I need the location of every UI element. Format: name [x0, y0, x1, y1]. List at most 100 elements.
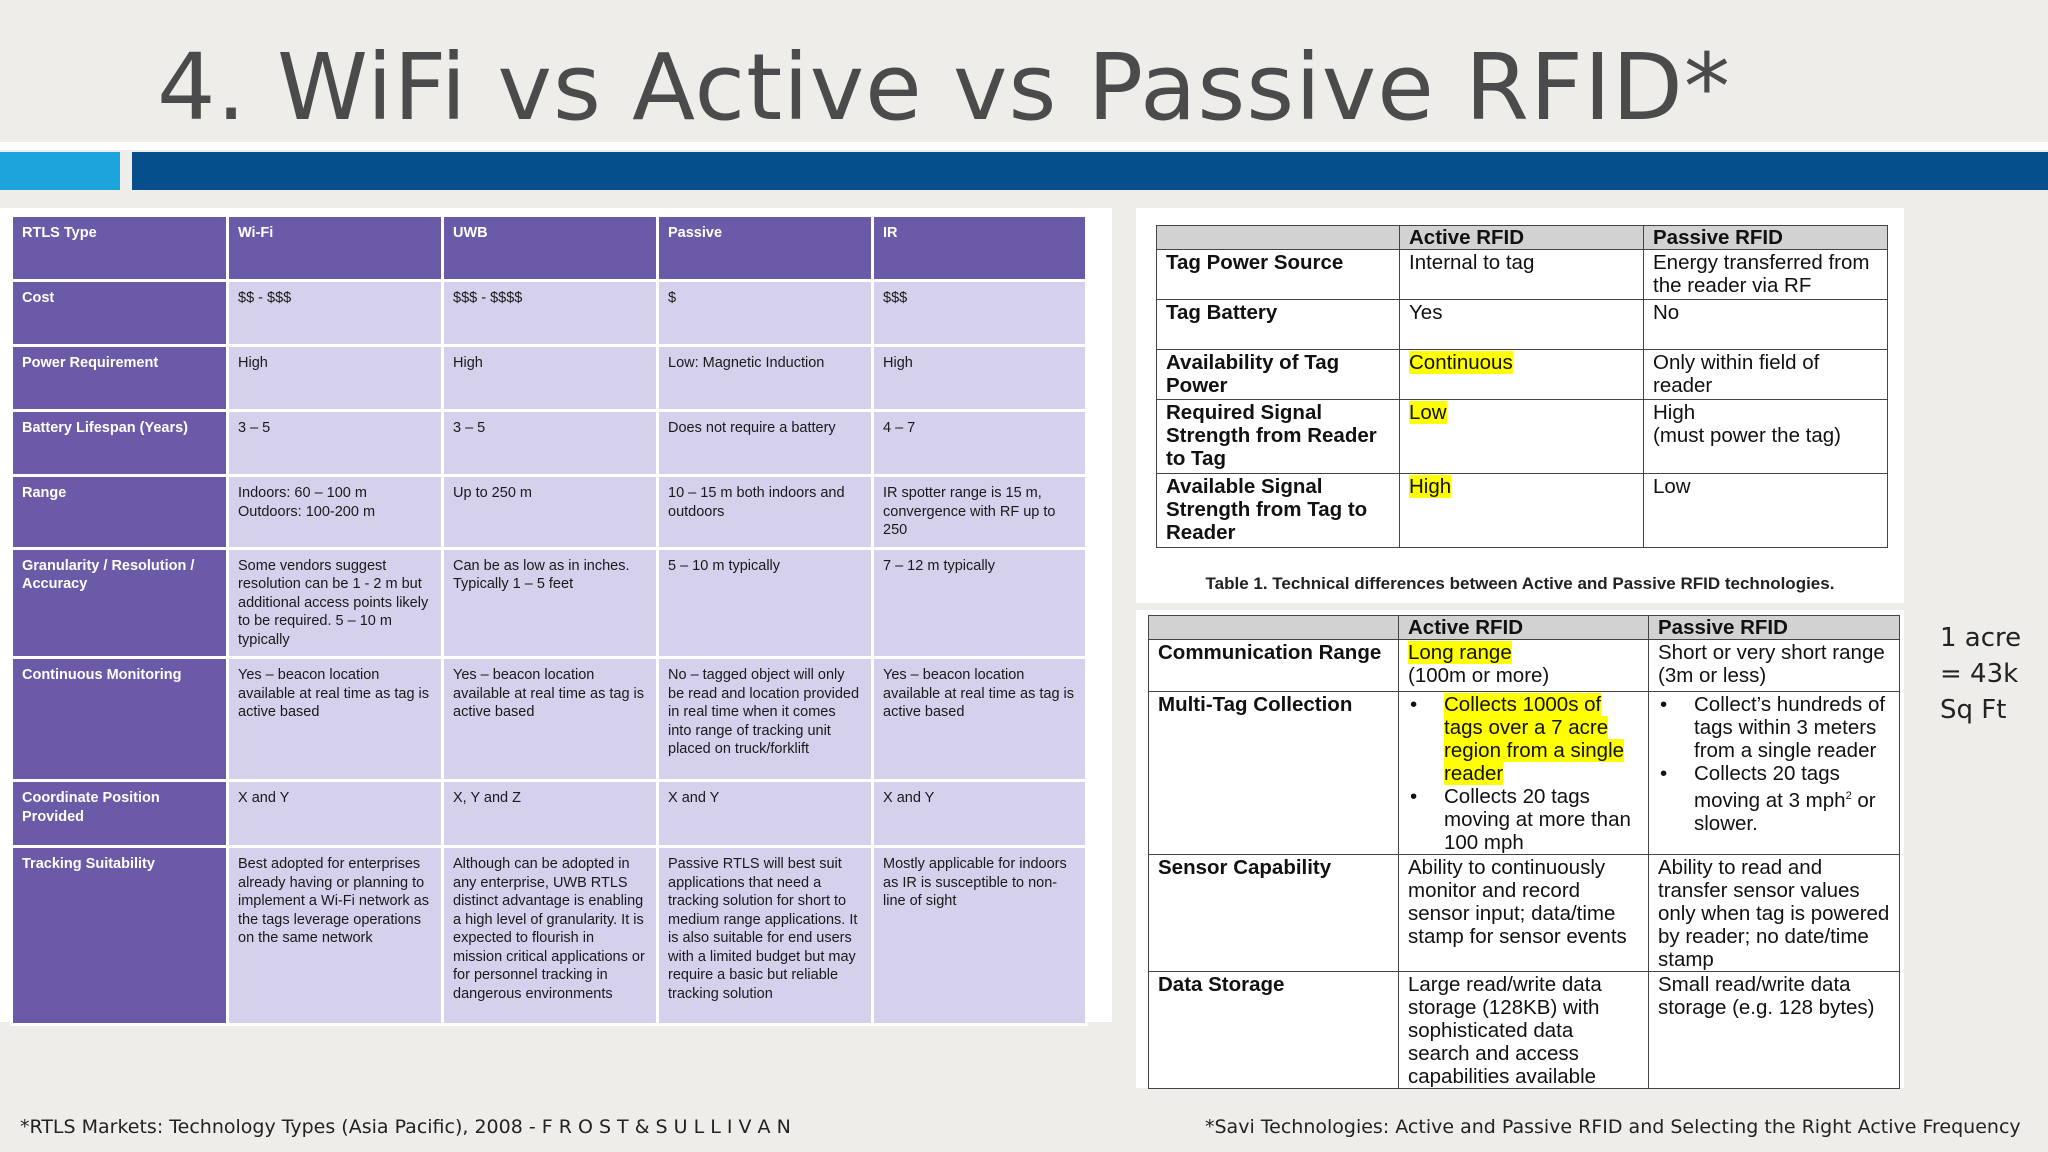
table-header-row: RTLS Type Wi-Fi UWB Passive IR [10, 214, 1088, 282]
side-note: 1 acre = 43k Sq Ft [1940, 620, 2030, 728]
table-row: Required Signal Strength from Reader to … [1156, 399, 1888, 474]
table-cell: $$ - $$$ [226, 279, 444, 347]
table-cell: 7 – 12 m typically [871, 546, 1088, 659]
table-row: Power Requirement High High Low: Magneti… [10, 344, 1088, 412]
table-cell: $$$ - $$$$ [441, 279, 659, 347]
row-label: Communication Range [1148, 639, 1399, 692]
table-row: Multi-Tag Collection Collects 1000s of t… [1148, 691, 1900, 855]
column-header: Passive RFID [1648, 615, 1900, 640]
slide-title: 4. WiFi vs Active vs Passive RFID* [157, 34, 1731, 141]
table-cell: 5 – 10 m typically [656, 546, 874, 659]
table-cell: 4 – 7 [871, 409, 1088, 477]
footnote-left: *RTLS Markets: Technology Types (Asia Pa… [20, 1116, 791, 1138]
rfid-table1-panel: Active RFID Passive RFID Tag Power Sourc… [1136, 208, 1904, 603]
table-row: Cost $$ - $$$ $$$ - $$$$ $ $$$ [10, 279, 1088, 347]
table-cell: Yes [1399, 299, 1644, 350]
rfid-table2-panel: Active RFID Passive RFID Communication R… [1136, 610, 1904, 1089]
row-label: Range [10, 474, 229, 550]
table-row: Tag Battery Yes No [1156, 299, 1888, 350]
table-header-row: Active RFID Passive RFID [1156, 225, 1888, 250]
rtls-table-panel: RTLS Type Wi-Fi UWB Passive IR Cost $$ -… [0, 208, 1112, 1026]
title-divider [0, 142, 2048, 150]
table-row: Communication Range Long range (100m or … [1148, 639, 1900, 692]
row-label: Power Requirement [10, 344, 229, 412]
table-cell: Yes – beacon location available at real … [226, 656, 444, 782]
table-cell: Does not require a battery [656, 409, 874, 477]
side-note-line: = 43k [1940, 659, 2019, 689]
table-cell: High [871, 344, 1088, 412]
table-cell: Long range (100m or more) [1398, 639, 1649, 692]
column-header: RTLS Type [10, 214, 229, 282]
table-cell: Low [1399, 399, 1644, 474]
table-row: Range Indoors: 60 – 100 m Outdoors: 100-… [10, 474, 1088, 550]
table-row: Tag Power Source Internal to tag Energy … [1156, 249, 1888, 300]
table-cell: No – tagged object will only be read and… [656, 656, 874, 782]
table-row: Sensor Capability Ability to continuousl… [1148, 854, 1900, 972]
column-header: UWB [441, 214, 659, 282]
table-cell: Ability to read and transfer sensor valu… [1648, 854, 1900, 972]
table-row: Availability of Tag Power Continuous Onl… [1156, 349, 1888, 400]
bullet-list: Collect’s hundreds of tags within 3 mete… [1658, 693, 1891, 835]
cell-text: (100m or more) [1408, 664, 1550, 687]
side-note-line: 1 acre [1940, 623, 2022, 653]
table-cell: $$$ [871, 279, 1088, 347]
row-label: Tag Power Source [1156, 249, 1400, 300]
table-row: Tracking Suitability Best adopted for en… [10, 845, 1088, 1026]
column-header: Active RFID [1398, 615, 1649, 640]
table-cell: X and Y [871, 779, 1088, 848]
table-cell: Small read/write data storage (e.g. 128 … [1648, 971, 1900, 1089]
column-header: Active RFID [1399, 225, 1644, 250]
row-label: Tracking Suitability [10, 845, 229, 1026]
table-cell: Large read/write data storage (128KB) wi… [1398, 971, 1649, 1089]
table-header-row: Active RFID Passive RFID [1148, 615, 1900, 640]
table-row: Data Storage Large read/write data stora… [1148, 971, 1900, 1089]
list-item: Collects 20 tags moving at 3 mph2 or slo… [1660, 762, 1891, 835]
rfid-power-table: Active RFID Passive RFID Tag Power Sourc… [1156, 225, 1888, 548]
footnote-right: *Savi Technologies: Active and Passive R… [1205, 1116, 2021, 1138]
table-cell: 10 – 15 m both indoors and outdoors [656, 474, 874, 550]
column-header: Passive RFID [1643, 225, 1888, 250]
table-cell: Although can be adopted in any enterpris… [441, 845, 659, 1026]
row-label: Availability of Tag Power [1156, 349, 1400, 400]
table-cell: Passive RTLS will best suit applications… [656, 845, 874, 1026]
table-row: Continuous Monitoring Yes – beacon locat… [10, 656, 1088, 782]
list-item: Collect’s hundreds of tags within 3 mete… [1660, 693, 1891, 762]
row-label: Data Storage [1148, 971, 1399, 1089]
highlighted-value: Low [1409, 401, 1447, 424]
table-cell: X and Y [226, 779, 444, 848]
table-cell: Collect’s hundreds of tags within 3 mete… [1648, 691, 1900, 855]
table-caption: Table 1. Technical differences between A… [1205, 574, 1835, 593]
table-cell: High (must power the tag) [1643, 399, 1888, 474]
table-cell: Yes – beacon location available at real … [871, 656, 1088, 782]
accent-bar-light [0, 152, 120, 190]
row-label: Available Signal Strength from Tag to Re… [1156, 473, 1400, 548]
table-cell: Only within field of reader [1643, 349, 1888, 400]
accent-bar-dark [132, 152, 2048, 190]
table-cell: Continuous [1399, 349, 1644, 400]
table-row: Granularity / Resolution / Accuracy Some… [10, 546, 1088, 659]
table-cell: Low: Magnetic Induction [656, 344, 874, 412]
row-label: Cost [10, 279, 229, 347]
table-row: Available Signal Strength from Tag to Re… [1156, 473, 1888, 548]
table-cell: Can be as low as in inches. Typically 1 … [441, 546, 659, 659]
highlighted-value: Continuous [1409, 351, 1513, 374]
table-cell: Ability to continuously monitor and reco… [1398, 854, 1649, 972]
table-row: Coordinate Position Provided X and Y X, … [10, 779, 1088, 848]
table-cell: High [226, 344, 444, 412]
list-item-text: or slower. [1694, 788, 1876, 835]
rfid-capability-table: Active RFID Passive RFID Communication R… [1148, 615, 1900, 1089]
row-label: Multi-Tag Collection [1148, 691, 1399, 855]
column-header [1148, 615, 1399, 640]
table-cell: IR spotter range is 15 m, convergence wi… [871, 474, 1088, 550]
row-label: Tag Battery [1156, 299, 1400, 350]
rtls-comparison-table: RTLS Type Wi-Fi UWB Passive IR Cost $$ -… [10, 214, 1088, 1026]
row-label: Sensor Capability [1148, 854, 1399, 972]
table-cell: X, Y and Z [441, 779, 659, 848]
column-header [1156, 225, 1400, 250]
row-label: Coordinate Position Provided [10, 779, 229, 848]
table-cell: Mostly applicable for indoors as IR is s… [871, 845, 1088, 1026]
column-header: IR [871, 214, 1088, 282]
table-cell: 3 – 5 [226, 409, 444, 477]
side-note-line: Sq Ft [1940, 695, 2007, 725]
row-label: Continuous Monitoring [10, 656, 229, 782]
